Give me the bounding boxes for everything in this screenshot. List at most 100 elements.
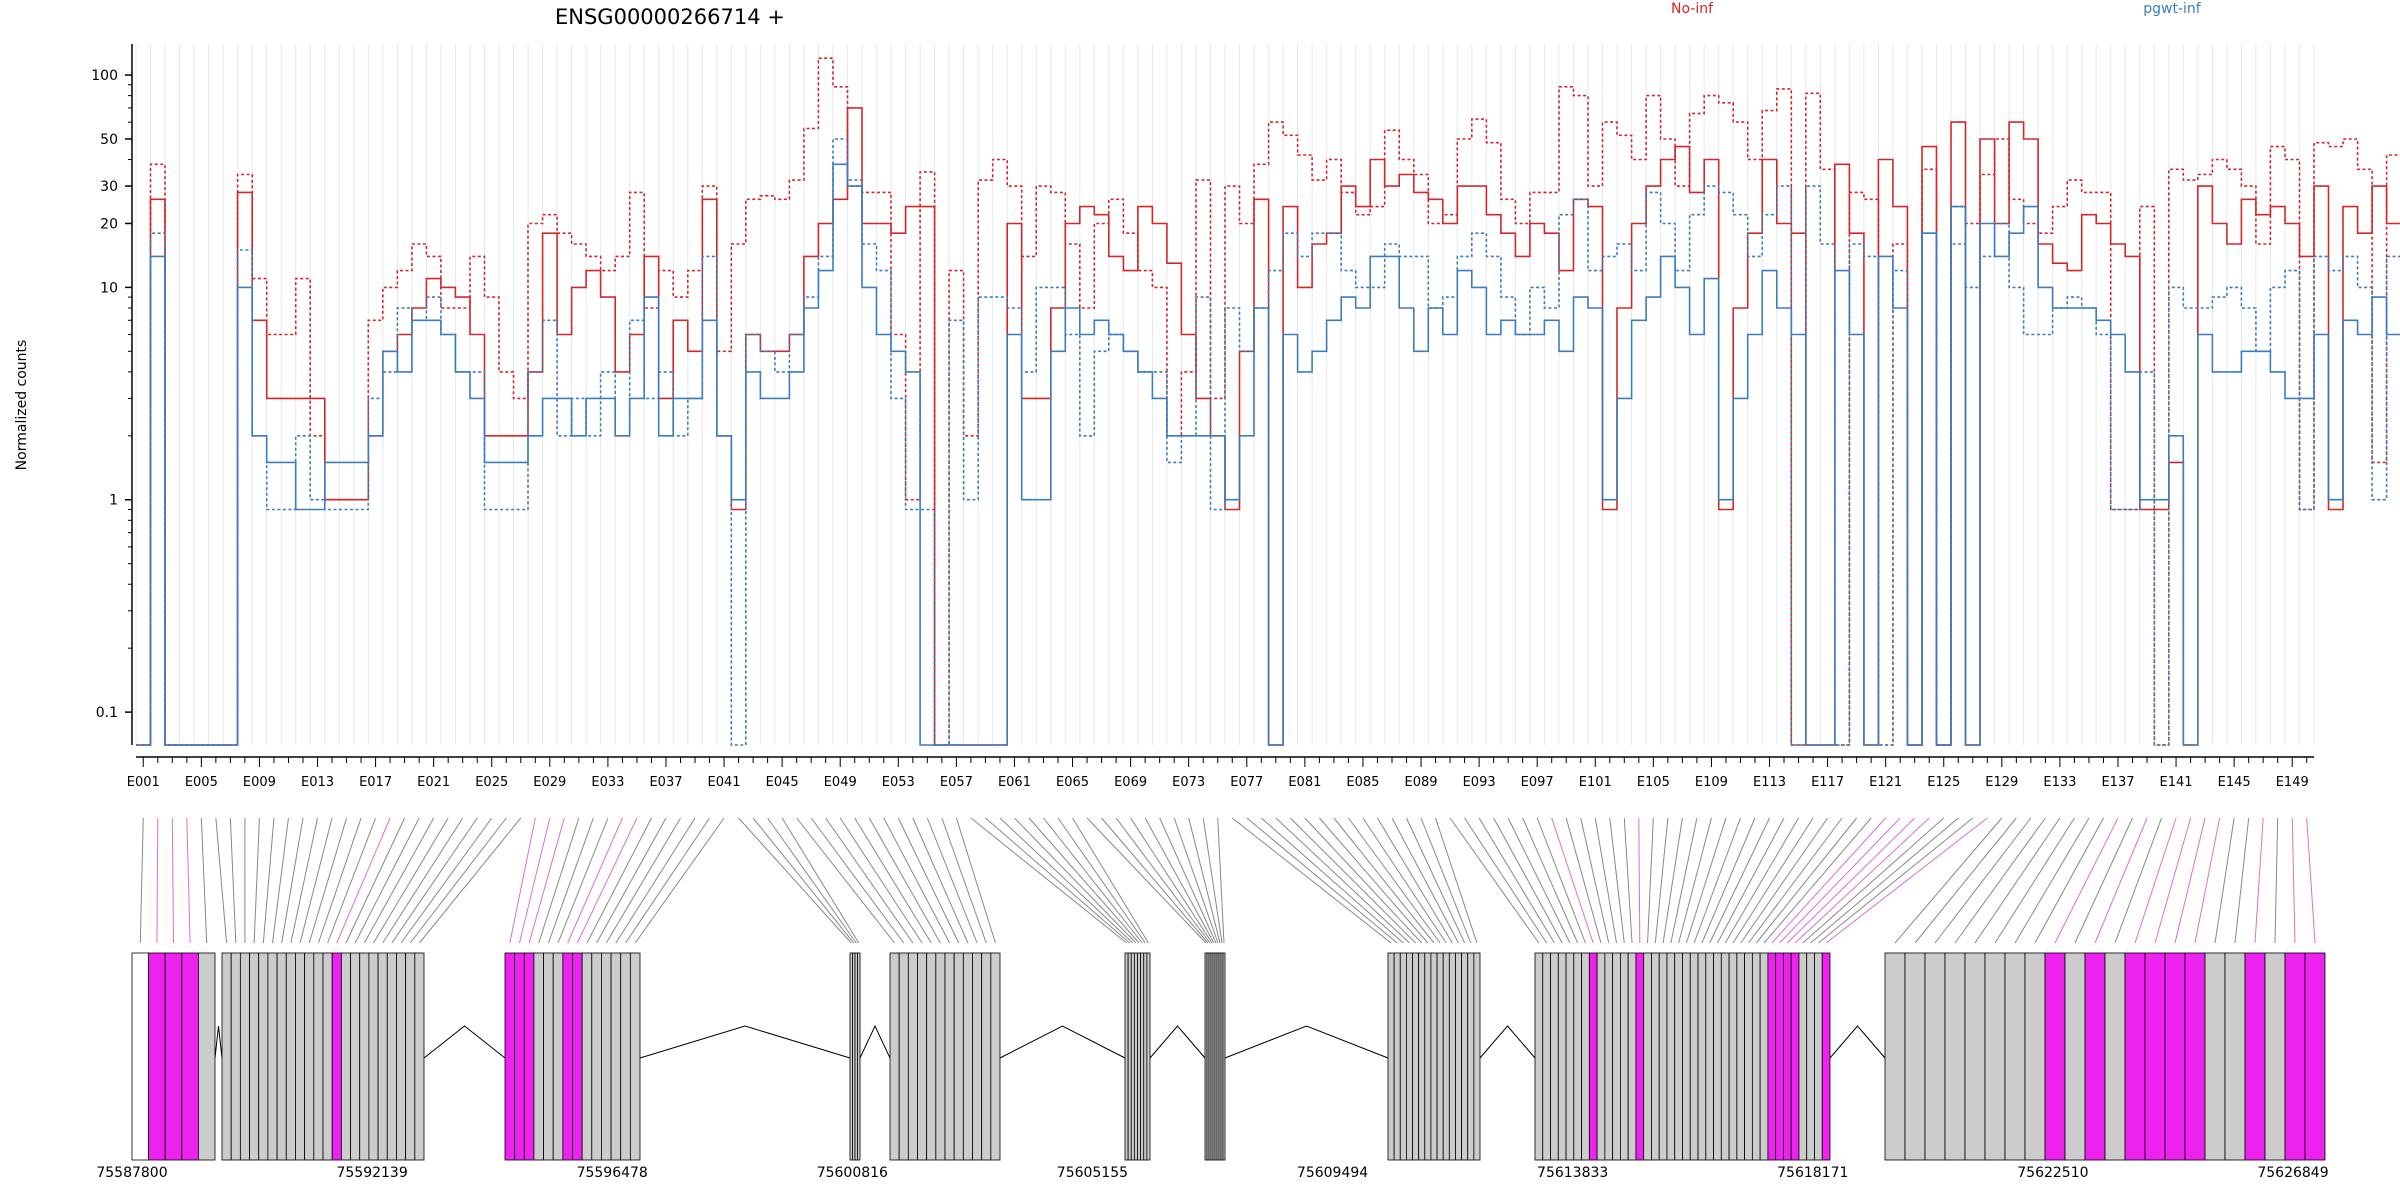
exon-connector (253, 817, 260, 944)
exon-connector (1755, 817, 1858, 944)
exon-bin (1783, 952, 1792, 1161)
exon-tick-label: E057 (940, 775, 973, 790)
exon-connector (1522, 817, 1579, 944)
intron-line (1479, 1025, 1536, 1059)
exon-bin (1944, 952, 1966, 1161)
exon-bin (1573, 952, 1582, 1161)
exon-connector (156, 817, 159, 944)
exon-connector (354, 817, 420, 944)
exon-connector (2054, 817, 2119, 944)
exon-tick-label: E121 (1869, 775, 1902, 790)
exon-connector (781, 817, 860, 944)
exon-bin (377, 952, 388, 1161)
exon-connector (752, 817, 855, 944)
gridlines (135, 44, 2315, 745)
exon-bin (1984, 952, 2006, 1161)
exon-bin (1588, 952, 1598, 1161)
exon-connector (567, 817, 623, 944)
exon-bin (1798, 952, 1808, 1161)
exon-bin (935, 952, 946, 1161)
exon-connector (1202, 817, 1223, 944)
exon-tick-label: E073 (1172, 775, 1205, 790)
exon-bin (276, 952, 287, 1161)
exon-bin (2124, 952, 2146, 1161)
exon-connector (215, 817, 228, 944)
exon-connector (2114, 817, 2163, 944)
exon-bin (295, 952, 306, 1161)
exon-tick-label: E029 (533, 775, 566, 790)
exon-connector (2306, 817, 2316, 944)
exon-bin (533, 952, 544, 1161)
exon-tick-label: E061 (998, 775, 1031, 790)
exon-tick-label: E077 (1230, 775, 1263, 790)
exon-bin (1467, 952, 1475, 1161)
exon-bin (2184, 952, 2206, 1161)
exon-bin (1406, 952, 1413, 1161)
exon-connector (926, 817, 978, 944)
exon-connector (1464, 817, 1548, 944)
exon-connector (317, 817, 362, 944)
exon-bin (1393, 952, 1401, 1161)
exon-bin (1133, 952, 1138, 1161)
exon-bin (1884, 952, 1906, 1161)
legend-entry-no-inf: No-inf (1671, 1, 1714, 17)
exon-connector (883, 817, 951, 944)
series-line-no-inf-solid (136, 107, 2400, 746)
exon-connector (299, 817, 333, 944)
exon-tick-label: E041 (708, 775, 741, 790)
exon-connector (186, 817, 191, 944)
exon-connector (955, 817, 996, 944)
exon-bin (857, 952, 861, 1161)
exon-connector (1724, 817, 1799, 944)
exon-connector (1779, 817, 1901, 944)
y-tick-label: 10 (100, 280, 118, 296)
exon-connector (139, 817, 144, 944)
exon-connector (1246, 817, 1398, 944)
exon-connector (1740, 817, 1828, 944)
series-lines (136, 57, 2400, 746)
exon-bin (1651, 952, 1660, 1161)
exon-bin (1697, 952, 1707, 1161)
exon-bin (1643, 952, 1652, 1161)
exon-bin (1736, 952, 1746, 1161)
exon-connector (2214, 817, 2235, 944)
chart-title: ENSG00000266714 + (555, 5, 785, 29)
exon-bin (1720, 952, 1730, 1161)
exon-tick-label: E125 (1927, 775, 1960, 790)
exon-bin (543, 952, 554, 1161)
exon-bin (2304, 952, 2326, 1161)
exon-connector (1536, 817, 1586, 944)
exon-connector (509, 817, 536, 944)
exon-connector (615, 817, 696, 944)
exon-tick-label: E109 (1695, 775, 1728, 790)
exon-connector (1654, 817, 1669, 944)
exon-bin (1759, 952, 1769, 1161)
exon-connector (1623, 817, 1633, 944)
exon-bin (1448, 952, 1456, 1161)
exon-connector (1934, 817, 2032, 944)
exon-bin (1596, 952, 1606, 1161)
exon-connector (1217, 817, 1225, 944)
exon-connector (1507, 817, 1571, 944)
exon-tick-label: E113 (1753, 775, 1786, 790)
exon-connector (1101, 817, 1209, 944)
exon-bin (1635, 952, 1645, 1161)
exon-tick-label: E065 (1056, 775, 1089, 790)
exon-bin (414, 952, 425, 1161)
exon-connector (596, 817, 667, 944)
exon-connector (1716, 817, 1785, 944)
exon-connector (1159, 817, 1217, 944)
exon-bin (1604, 952, 1614, 1161)
exon-bin (953, 952, 964, 1161)
exon-bin (1124, 952, 1129, 1161)
exon-bin (1140, 952, 1145, 1161)
exon-bin (239, 952, 250, 1161)
exon-connector (2291, 817, 2296, 944)
exon-connector (1043, 817, 1143, 944)
exon-bin (2024, 952, 2046, 1161)
exon-tick-label: E037 (649, 775, 682, 790)
genomic-coordinate-axis: 75587800 75592139 75596478 75600816 75605155… (96, 1165, 2328, 1181)
exon-bin (1565, 952, 1575, 1161)
exon-tick-label: E093 (1463, 775, 1496, 790)
